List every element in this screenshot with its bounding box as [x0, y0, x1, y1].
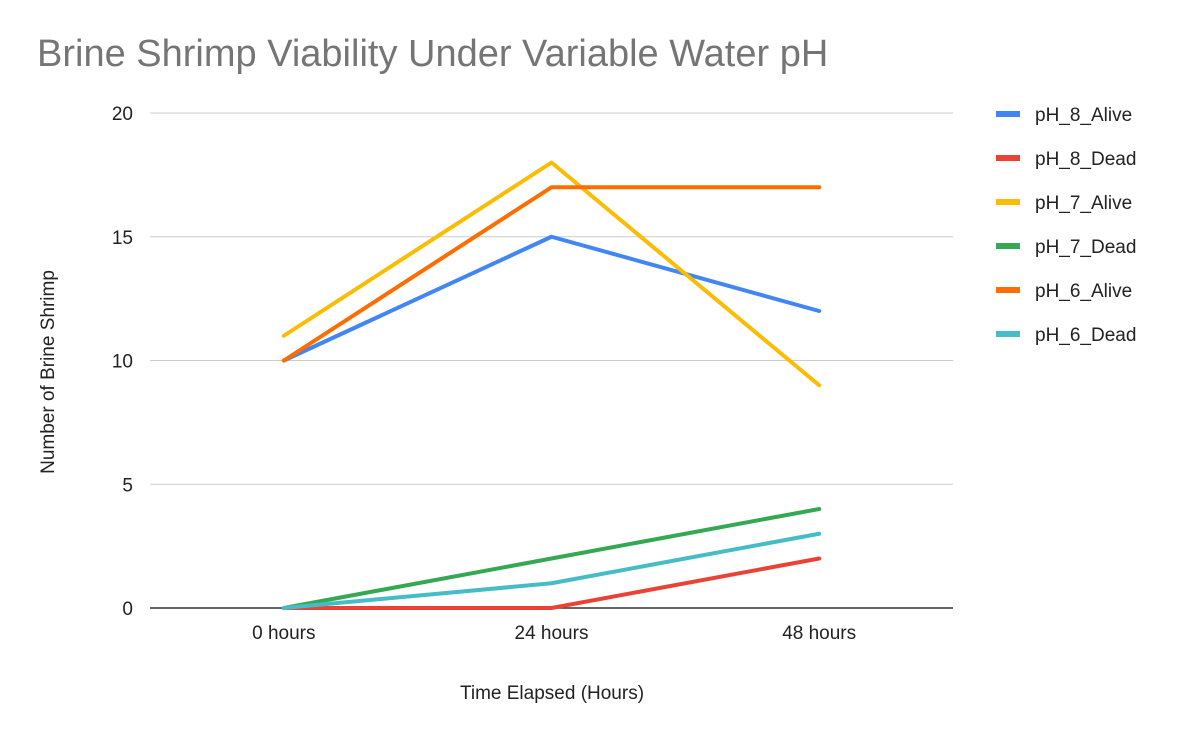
legend-item[interactable]: pH_6_Dead [996, 325, 1136, 346]
y-tick-label: 5 [122, 475, 133, 496]
legend-label: pH_8_Alive [1035, 105, 1132, 126]
y-tick-label: 15 [112, 228, 133, 249]
legend-label: pH_6_Dead [1035, 325, 1136, 346]
series-line-pH_7_Dead [281, 507, 822, 610]
series-line-pH_8_Alive [281, 234, 822, 363]
series-line-pH_6_Dead [281, 531, 822, 610]
y-axis-ticks: 0 5 10 15 20 [112, 104, 133, 620]
series-line-pH_8_Dead [281, 556, 822, 610]
legend-label: pH_7_Alive [1035, 193, 1132, 214]
legend-item[interactable]: pH_7_Alive [996, 193, 1132, 214]
legend-item[interactable]: pH_6_Alive [996, 281, 1132, 302]
x-tick-label: 0 hours [252, 623, 315, 644]
legend-label: pH_6_Alive [1035, 281, 1132, 302]
legend-item[interactable]: pH_8_Dead [996, 149, 1136, 170]
legend: pH_8_Alive pH_8_Dead pH_7_Alive pH_7_Dead pH… [996, 105, 1136, 346]
series-lines [281, 160, 822, 610]
y-tick-label: 0 [122, 599, 133, 620]
x-tick-label: 24 hours [515, 623, 589, 644]
legend-item[interactable]: pH_7_Dead [996, 237, 1136, 258]
chart-title: Brine Shrimp Viability Under Variable Wa… [37, 33, 829, 75]
y-tick-label: 20 [112, 104, 133, 125]
series-line-pH_6_Alive [281, 185, 822, 363]
legend-label: pH_7_Dead [1035, 237, 1136, 258]
legend-item[interactable]: pH_8_Alive [996, 105, 1132, 126]
x-tick-label: 48 hours [782, 623, 856, 644]
y-tick-label: 10 [112, 352, 133, 373]
x-axis-title: Time Elapsed (Hours) [460, 683, 644, 704]
series-line-pH_7_Alive [281, 160, 822, 388]
legend-label: pH_8_Dead [1035, 149, 1136, 170]
y-axis-title: Number of Brine Shrimp [38, 270, 59, 474]
x-axis-ticks: 0 hours 24 hours 48 hours [252, 623, 856, 644]
